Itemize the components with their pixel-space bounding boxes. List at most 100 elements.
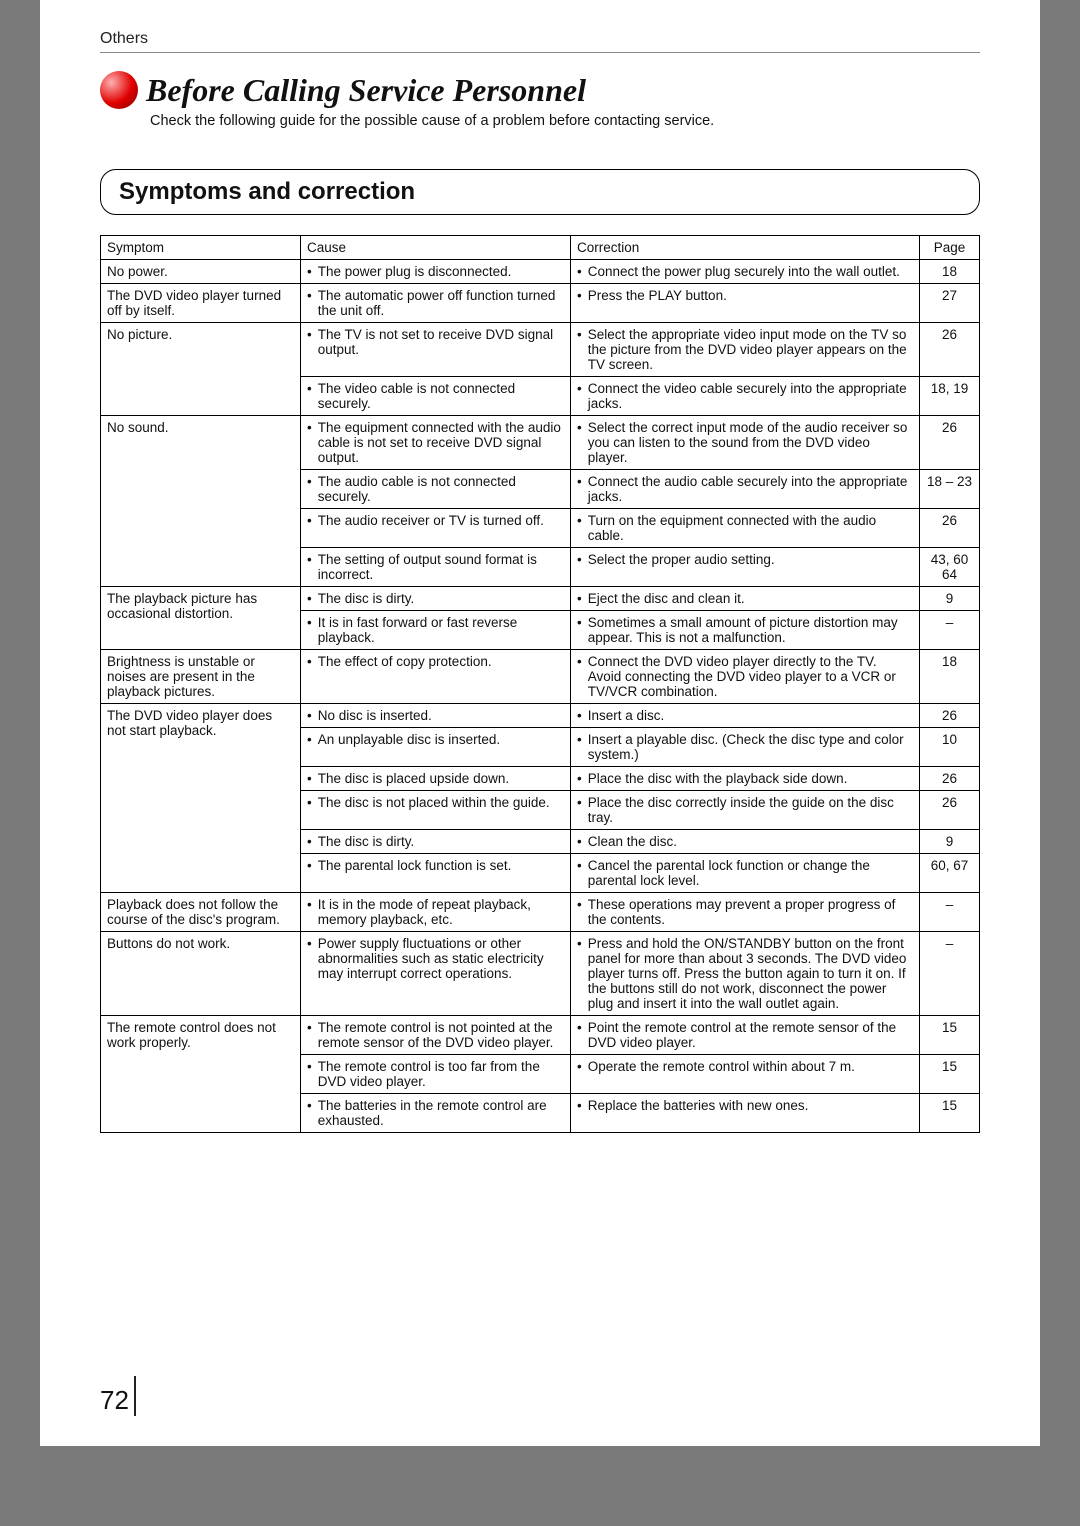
page-cell: 26 — [920, 509, 980, 548]
cause-cell: •The disc is dirty. — [301, 587, 571, 611]
correction-cell: •Connect the power plug securely into th… — [571, 260, 920, 284]
correction-cell: •Connect the video cable securely into t… — [571, 377, 920, 416]
cause-cell: •The video cable is not connected secure… — [301, 377, 571, 416]
correction-cell: •Sometimes a small amount of picture dis… — [571, 611, 920, 650]
symptom-cell: No sound. — [101, 416, 301, 587]
correction-cell: •Connect the DVD video player directly t… — [571, 650, 920, 704]
cause-cell: •An unplayable disc is inserted. — [301, 728, 571, 767]
table-row: Buttons do not work.•Power supply fluctu… — [101, 932, 980, 1016]
table-row: Brightness is unstable or noises are pre… — [101, 650, 980, 704]
page-cell: 26 — [920, 416, 980, 470]
page-cell: 9 — [920, 830, 980, 854]
page-cell: 26 — [920, 323, 980, 377]
subtitle: Check the following guide for the possib… — [150, 113, 980, 129]
symptom-cell: No picture. — [101, 323, 301, 416]
table-row: The DVD video player turned off by itsel… — [101, 284, 980, 323]
page-number-bar — [134, 1376, 136, 1416]
correction-cell: •Select the correct input mode of the au… — [571, 416, 920, 470]
correction-cell: •Insert a playable disc. (Check the disc… — [571, 728, 920, 767]
correction-cell: •Select the proper audio setting. — [571, 548, 920, 587]
table-body: No power.•The power plug is disconnected… — [101, 260, 980, 1133]
symptom-cell: The DVD video player turned off by itsel… — [101, 284, 301, 323]
table-header-row: Symptom Cause Correction Page — [101, 236, 980, 260]
header-symptom: Symptom — [101, 236, 301, 260]
cause-cell: •It is in fast forward or fast reverse p… — [301, 611, 571, 650]
table-row: No sound.•The equipment connected with t… — [101, 416, 980, 470]
symptom-cell: Brightness is unstable or noises are pre… — [101, 650, 301, 704]
sphere-icon — [100, 71, 138, 109]
symptom-cell: Playback does not follow the course of t… — [101, 893, 301, 932]
correction-cell: •Eject the disc and clean it. — [571, 587, 920, 611]
page-cell: – — [920, 932, 980, 1016]
correction-cell: •Connect the audio cable securely into t… — [571, 470, 920, 509]
correction-cell: •Turn on the equipment connected with th… — [571, 509, 920, 548]
cause-cell: •No disc is inserted. — [301, 704, 571, 728]
table-row: The playback picture has occasional dist… — [101, 587, 980, 611]
page-cell: 26 — [920, 791, 980, 830]
page-cell: – — [920, 893, 980, 932]
page-cell: 18 — [920, 260, 980, 284]
page-number: 72 — [100, 1385, 129, 1416]
cause-cell: •The disc is placed upside down. — [301, 767, 571, 791]
cause-cell: •The TV is not set to receive DVD signal… — [301, 323, 571, 377]
section-heading: Symptoms and correction — [119, 178, 961, 206]
cause-cell: •The remote control is not pointed at th… — [301, 1016, 571, 1055]
cause-cell: •The remote control is too far from the … — [301, 1055, 571, 1094]
page-cell: 60, 67 — [920, 854, 980, 893]
table-row: The remote control does not work properl… — [101, 1016, 980, 1055]
cause-cell: •The effect of copy protection. — [301, 650, 571, 704]
divider — [100, 52, 980, 53]
page-cell: 26 — [920, 767, 980, 791]
correction-cell: •Insert a disc. — [571, 704, 920, 728]
page-cell: 26 — [920, 704, 980, 728]
cause-cell: •The equipment connected with the audio … — [301, 416, 571, 470]
symptom-cell: The DVD video player does not start play… — [101, 704, 301, 893]
page-title: Before Calling Service Personnel — [146, 72, 586, 109]
cause-cell: •Power supply fluctuations or other abno… — [301, 932, 571, 1016]
cause-cell: •The disc is not placed within the guide… — [301, 791, 571, 830]
symptom-cell: No power. — [101, 260, 301, 284]
page-cell: 15 — [920, 1094, 980, 1133]
correction-cell: •Operate the remote control within about… — [571, 1055, 920, 1094]
header-correction: Correction — [571, 236, 920, 260]
cause-cell: •It is in the mode of repeat playback, m… — [301, 893, 571, 932]
header-cause: Cause — [301, 236, 571, 260]
table-row: The DVD video player does not start play… — [101, 704, 980, 728]
page-cell: 9 — [920, 587, 980, 611]
symptom-cell: Buttons do not work. — [101, 932, 301, 1016]
cause-cell: •The batteries in the remote control are… — [301, 1094, 571, 1133]
page-cell: – — [920, 611, 980, 650]
page-cell: 18 – 23 — [920, 470, 980, 509]
page-cell: 18, 19 — [920, 377, 980, 416]
manual-page: Others Before Calling Service Personnel … — [40, 0, 1040, 1446]
page-cell: 15 — [920, 1055, 980, 1094]
table-row: No power.•The power plug is disconnected… — [101, 260, 980, 284]
section-heading-box: Symptoms and correction — [100, 169, 980, 215]
correction-cell: •Place the disc with the playback side d… — [571, 767, 920, 791]
page-cell: 10 — [920, 728, 980, 767]
cause-cell: •The setting of output sound format is i… — [301, 548, 571, 587]
correction-cell: •Press and hold the ON/STANDBY button on… — [571, 932, 920, 1016]
page-cell: 15 — [920, 1016, 980, 1055]
cause-cell: •The power plug is disconnected. — [301, 260, 571, 284]
symptom-cell: The playback picture has occasional dist… — [101, 587, 301, 650]
correction-cell: •Press the PLAY button. — [571, 284, 920, 323]
correction-cell: •Cancel the parental lock function or ch… — [571, 854, 920, 893]
section-label: Others — [100, 30, 980, 48]
cause-cell: •The parental lock function is set. — [301, 854, 571, 893]
cause-cell: •The disc is dirty. — [301, 830, 571, 854]
page-cell: 18 — [920, 650, 980, 704]
title-row: Before Calling Service Personnel — [100, 71, 980, 109]
correction-cell: •These operations may prevent a proper p… — [571, 893, 920, 932]
symptom-cell: The remote control does not work properl… — [101, 1016, 301, 1133]
correction-cell: •Clean the disc. — [571, 830, 920, 854]
cause-cell: •The audio cable is not connected secure… — [301, 470, 571, 509]
table-row: Playback does not follow the course of t… — [101, 893, 980, 932]
troubleshooting-table: Symptom Cause Correction Page No power.•… — [100, 235, 980, 1133]
table-row: No picture.•The TV is not set to receive… — [101, 323, 980, 377]
correction-cell: •Replace the batteries with new ones. — [571, 1094, 920, 1133]
correction-cell: •Select the appropriate video input mode… — [571, 323, 920, 377]
cause-cell: •The audio receiver or TV is turned off. — [301, 509, 571, 548]
cause-cell: •The automatic power off function turned… — [301, 284, 571, 323]
correction-cell: •Point the remote control at the remote … — [571, 1016, 920, 1055]
